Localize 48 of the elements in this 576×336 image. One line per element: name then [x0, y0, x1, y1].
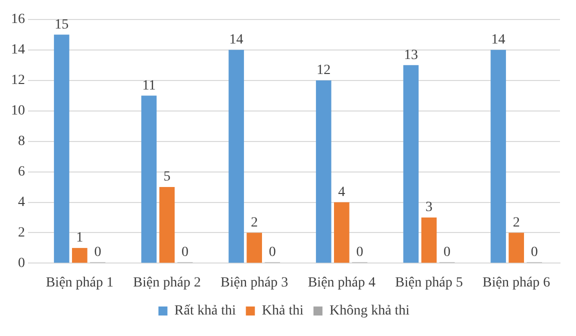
data-label: 14	[491, 32, 506, 48]
data-label: 4	[338, 184, 346, 200]
x-tick-label: Biện pháp 4	[308, 275, 376, 290]
data-label: 12	[316, 63, 331, 78]
data-label: 2	[250, 215, 258, 230]
data-label: 14	[229, 32, 244, 48]
data-label: 0	[530, 244, 538, 260]
bar	[316, 80, 332, 263]
bar	[246, 232, 262, 263]
data-label: 11	[142, 78, 156, 94]
data-label: 0	[182, 244, 189, 260]
data-label: 2	[512, 215, 520, 230]
x-tick-label: Biện pháp 3	[220, 275, 288, 290]
x-tick-label: Biện pháp 6	[482, 275, 550, 290]
bar	[421, 217, 437, 263]
data-label: 0	[94, 244, 102, 260]
x-tick-label: Biện pháp 2	[133, 275, 201, 290]
data-label: 0	[268, 244, 276, 260]
x-tick-label: Biện pháp 5	[395, 275, 463, 290]
legend-label: Rất khả thi	[174, 304, 236, 319]
y-tick-label: 2	[18, 225, 25, 240]
y-tick-label: 16	[11, 12, 25, 28]
y-tick-label: 6	[18, 164, 25, 180]
bar	[490, 50, 506, 263]
bar	[159, 187, 175, 263]
bar	[228, 50, 244, 263]
y-tick-label: 4	[18, 194, 25, 210]
bar	[334, 202, 350, 263]
y-tick-label: 8	[18, 134, 25, 149]
data-label: 13	[404, 48, 418, 63]
legend-label: Không khả thi	[329, 304, 410, 319]
data-label: 3	[426, 200, 432, 216]
bar	[72, 248, 88, 263]
x-tick-label: Biện pháp 1	[46, 275, 114, 290]
bar	[141, 96, 157, 263]
legend-label: Khả thi	[262, 304, 304, 319]
y-tick-label: 12	[11, 73, 25, 88]
data-label: 0	[356, 244, 364, 260]
y-tick-label: 14	[11, 42, 25, 58]
data-label: 0	[444, 244, 451, 260]
bar	[54, 34, 70, 263]
data-label: 5	[164, 170, 170, 185]
data-label: 15	[54, 17, 69, 32]
data-label: 1	[76, 230, 84, 246]
y-tick-label: 10	[11, 103, 25, 118]
bar	[403, 65, 419, 263]
bar	[508, 232, 524, 263]
y-tick-label: 0	[18, 256, 25, 271]
